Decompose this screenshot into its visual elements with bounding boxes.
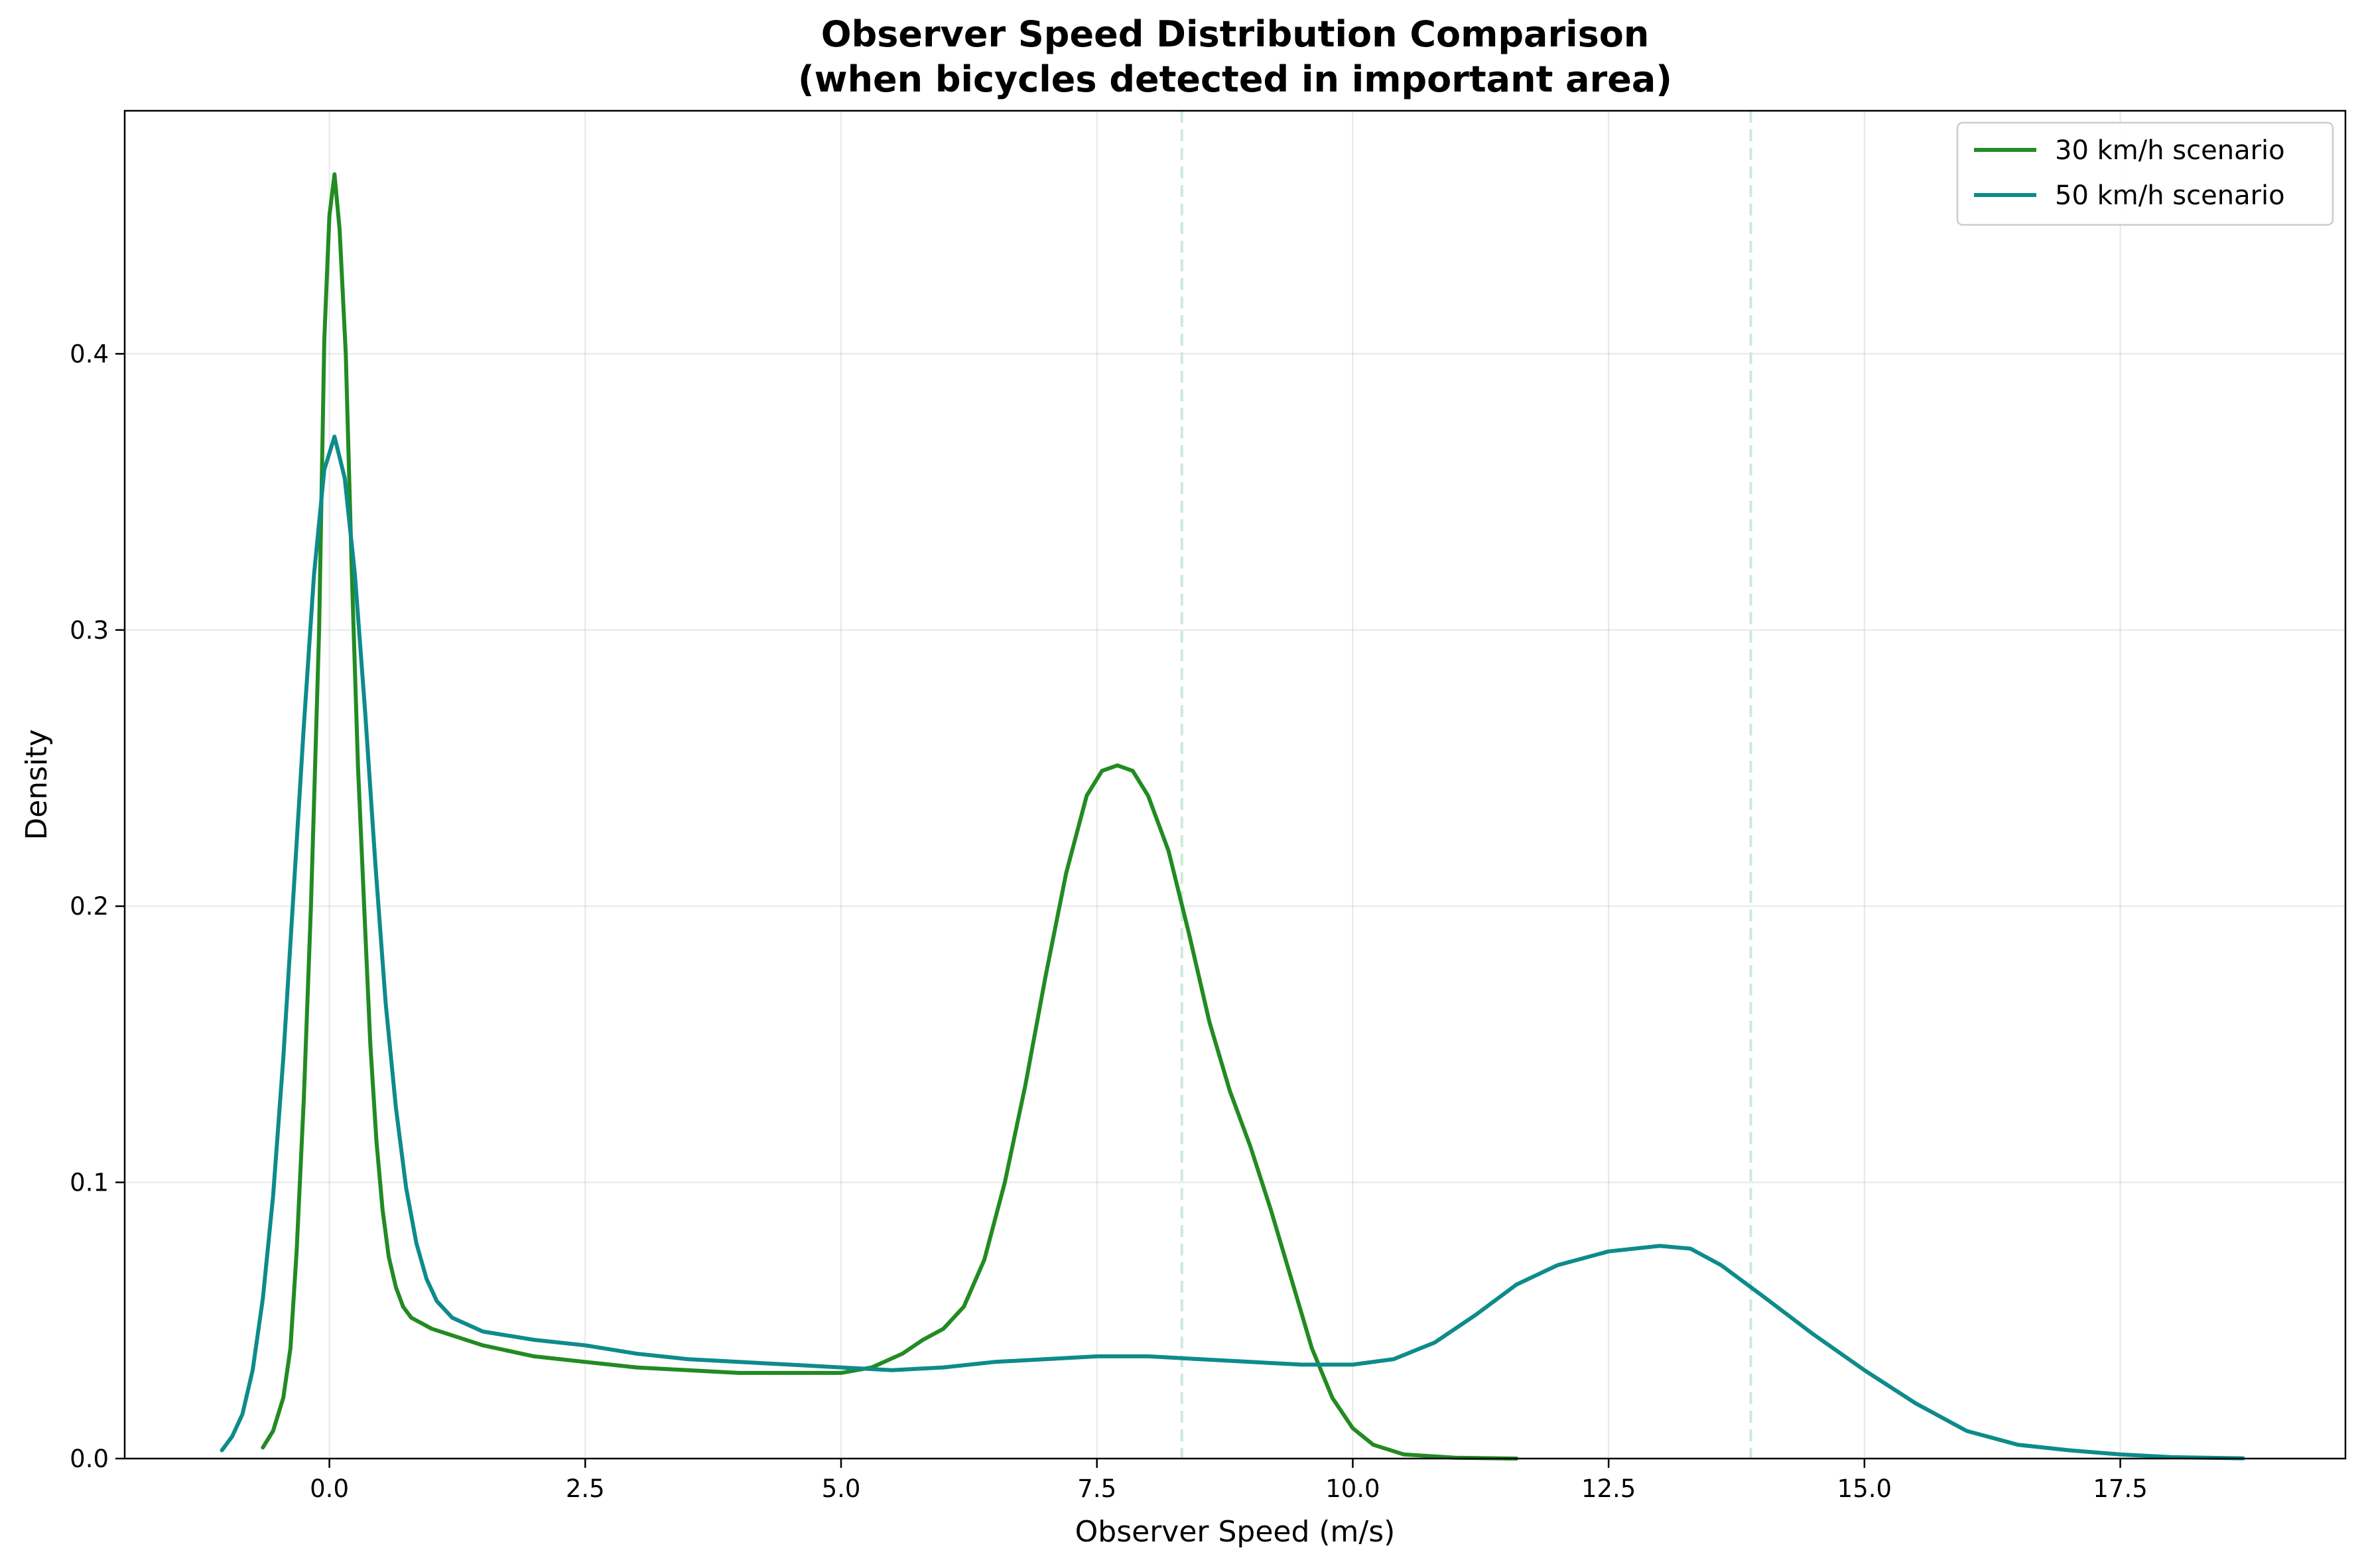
legend: 30 km/h scenario 50 km/h scenario: [1956, 121, 2334, 226]
y-tick-label: 0.0: [70, 1445, 109, 1473]
x-tick-label: 15.0: [1837, 1474, 1892, 1503]
y-tick-label: 0.1: [70, 1169, 109, 1197]
chart-subtitle: (when bicycles detected in important are…: [798, 58, 1672, 100]
x-tick-label: 0.0: [310, 1474, 349, 1503]
plot-area: [123, 109, 2347, 1461]
chart-title: Observer Speed Distribution Comparison: [821, 13, 1650, 55]
plot-frame: [123, 109, 2347, 1460]
x-tick-label: 7.5: [1077, 1474, 1116, 1503]
legend-label-50kmh: 50 km/h scenario: [2055, 180, 2285, 211]
legend-label-30kmh: 30 km/h scenario: [2055, 135, 2285, 166]
y-tick-label: 0.4: [70, 340, 109, 368]
legend-box: [1956, 121, 2334, 226]
y-tick-label: 0.3: [70, 616, 109, 645]
reference-lines: [1180, 111, 1752, 1459]
y-axis-ticks: 0.0 0.1 0.2 0.3 0.4: [70, 340, 125, 1473]
y-tick-label: 0.2: [70, 892, 109, 921]
x-tick-label: 17.5: [2093, 1474, 2147, 1503]
series-lines: [220, 172, 2245, 1461]
x-tick-label: 5.0: [822, 1474, 861, 1503]
y-axis-label: Density: [20, 729, 54, 840]
series-line-0: [261, 172, 1519, 1461]
x-axis-label: Observer Speed (m/s): [1075, 1515, 1396, 1549]
x-tick-label: 12.5: [1581, 1474, 1636, 1503]
x-tick-label: 10.0: [1325, 1474, 1380, 1503]
x-tick-label: 2.5: [566, 1474, 605, 1503]
series-line-1: [220, 434, 2245, 1461]
x-axis-ticks: 0.0 2.5 5.0 7.5 10.0 12.5 15.0 17.5: [310, 1459, 2148, 1503]
